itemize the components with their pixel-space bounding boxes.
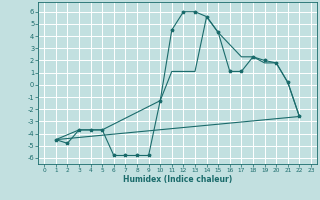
X-axis label: Humidex (Indice chaleur): Humidex (Indice chaleur) — [123, 175, 232, 184]
